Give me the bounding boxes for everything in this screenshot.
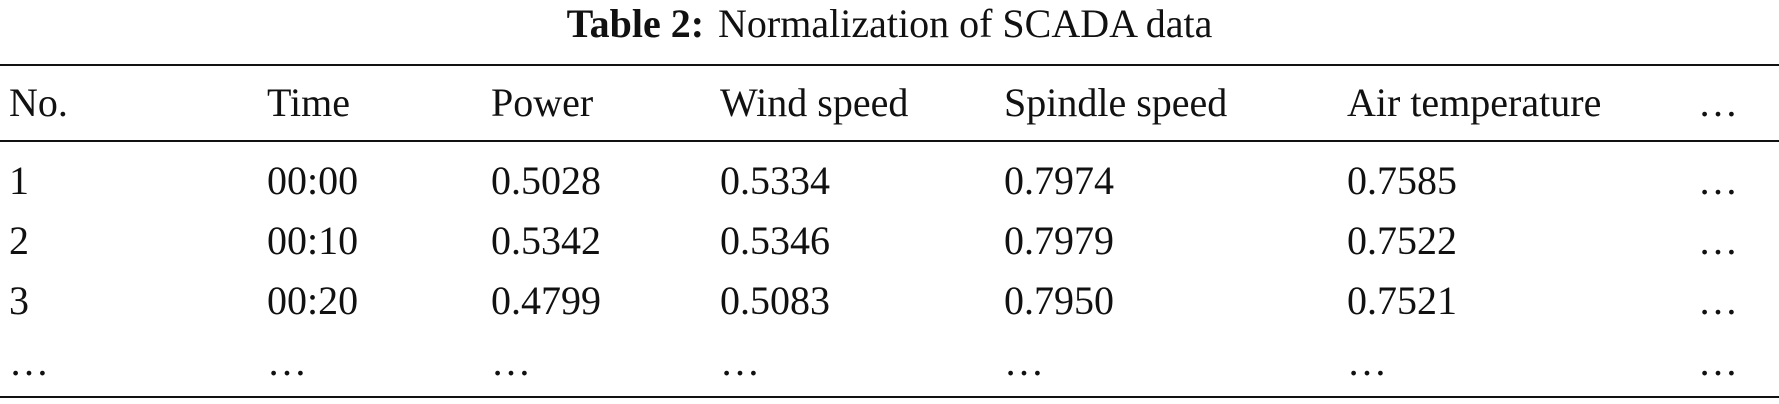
table-cell: … (1698, 218, 1738, 263)
table-cell: 0.7585 (1347, 158, 1457, 203)
header-cell: Spindle speed (1004, 80, 1228, 125)
table-cell: 0.5342 (491, 218, 601, 263)
top-rule (0, 64, 1779, 66)
table-cell: 2 (9, 218, 29, 263)
table-cell: 0.5083 (720, 278, 830, 323)
table-cell: 00:20 (267, 278, 359, 323)
table-cell: 0.5028 (491, 158, 601, 203)
table-cell: … (9, 339, 49, 384)
table-cell: 1 (9, 158, 29, 203)
table-cell: 00:10 (267, 218, 359, 263)
table-cell: … (491, 339, 531, 384)
header-cell: No. (9, 80, 68, 125)
table-cell: 3 (9, 278, 29, 323)
table-cell: 0.5346 (720, 218, 830, 263)
table-cell: … (720, 339, 760, 384)
table-cell: … (1698, 278, 1738, 323)
header-cell: Time (267, 80, 351, 125)
header-cell: … (1698, 80, 1738, 125)
table-cell: … (1698, 158, 1738, 203)
table-cell: 0.4799 (491, 278, 601, 323)
table-cell: … (1004, 339, 1044, 384)
table-caption: Table 2: Normalization of SCADA data (0, 0, 1779, 48)
table-cell: 0.7521 (1347, 278, 1457, 323)
table-cell: … (1347, 339, 1387, 384)
table-cell: … (1698, 339, 1738, 384)
header-cell: Air temperature (1347, 80, 1602, 125)
table-cell: … (267, 339, 307, 384)
header-cell: Wind speed (720, 80, 909, 125)
table-cell: 0.7979 (1004, 218, 1114, 263)
table-cell: 0.7974 (1004, 158, 1114, 203)
caption-label: Table 2: (566, 1, 705, 46)
bottom-rule (0, 396, 1779, 398)
table-cell: 00:00 (267, 158, 359, 203)
table-cell: 0.7522 (1347, 218, 1457, 263)
table-cell: 0.5334 (720, 158, 830, 203)
header-cell: Power (491, 80, 594, 125)
header-rule (0, 140, 1779, 142)
table-cell: 0.7950 (1004, 278, 1114, 323)
caption-text: Normalization of SCADA data (718, 1, 1213, 46)
